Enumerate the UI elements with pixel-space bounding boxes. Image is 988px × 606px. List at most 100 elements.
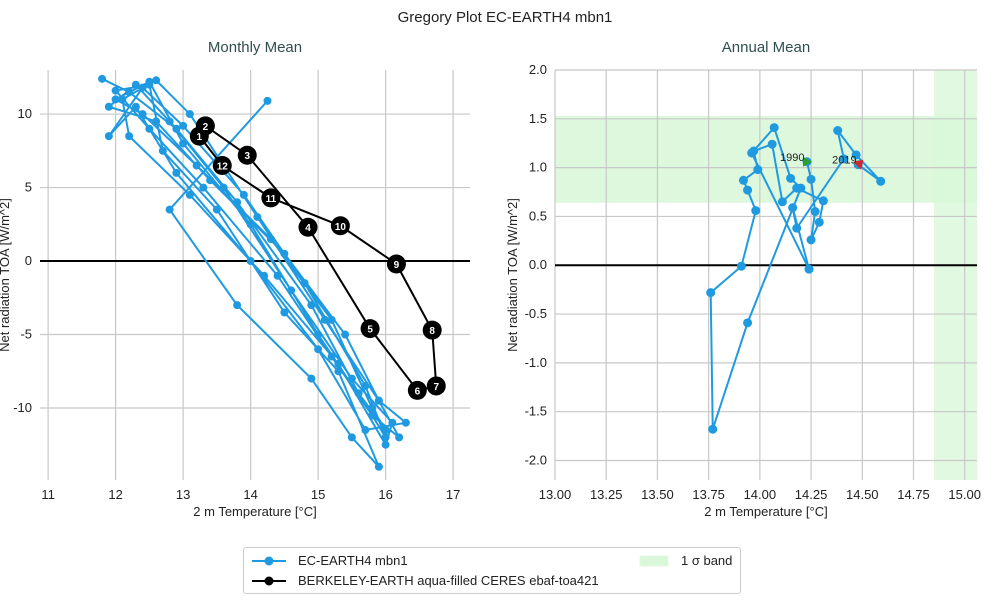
model-point: [753, 165, 763, 175]
x-tick-label: 13: [176, 487, 190, 502]
model-point: [239, 190, 248, 199]
x-tick-label: 14.25: [795, 487, 828, 502]
model-point: [395, 433, 404, 442]
model-point: [401, 418, 410, 427]
model-point: [165, 117, 174, 126]
model-point: [334, 359, 343, 368]
y-tick-label: 0: [25, 253, 32, 268]
model-point: [287, 286, 296, 295]
obs-month-point: [422, 320, 442, 340]
x-tick-label: 13.50: [641, 487, 674, 502]
model-point: [145, 80, 154, 89]
x-tick-label: 12: [108, 487, 122, 502]
model-point: [320, 315, 329, 324]
model-point: [361, 426, 370, 435]
model-point: [314, 345, 323, 354]
obs-month-point: [298, 217, 318, 237]
model-point: [260, 271, 269, 280]
model-point: [751, 206, 761, 216]
model-point: [747, 148, 757, 158]
model-point: [374, 462, 383, 471]
x-tick-label: 17: [446, 487, 460, 502]
legend-model-marker-icon: [252, 556, 286, 565]
x-tick-label: 15: [311, 487, 325, 502]
obs-month-point: [407, 380, 427, 400]
model-point: [388, 418, 397, 427]
legend-item-obs: BERKELEY-EARTH aqua-filled CERES ebaf-to…: [252, 573, 599, 588]
model-point: [104, 102, 113, 111]
model-point: [165, 205, 174, 214]
model-point: [138, 110, 147, 119]
model-point: [145, 124, 154, 133]
model-point: [788, 203, 798, 213]
model-point: [327, 315, 336, 324]
y-axis-label: Net radiation TOA [W/m^2]: [0, 198, 12, 352]
model-point: [381, 426, 390, 435]
model-point: [179, 139, 188, 148]
y-tick-label: 2.0: [529, 62, 547, 77]
obs-month-point: [330, 216, 350, 236]
model-point: [876, 176, 886, 186]
model-point: [743, 185, 753, 195]
start-year-label: 1990: [780, 152, 804, 164]
y-tick-label: 0.5: [529, 208, 547, 223]
model-point: [192, 161, 201, 170]
obs-month-label: 10: [335, 222, 347, 233]
x-tick-label: 14.50: [846, 487, 879, 502]
model-point: [273, 271, 282, 280]
model-point: [361, 381, 370, 390]
model-point: [839, 154, 849, 164]
model-point: [806, 235, 816, 245]
model-point: [786, 173, 796, 183]
model-point: [111, 95, 120, 104]
obs-month-point: [212, 156, 232, 176]
obs-month-label: 2: [203, 122, 209, 133]
legend-band-label: 1 σ band: [681, 553, 733, 568]
y-tick-label: -5: [20, 327, 32, 342]
model-point: [368, 403, 377, 412]
model-point: [246, 257, 255, 266]
model-point: [263, 96, 272, 105]
x-tick-label: 15.00: [948, 487, 981, 502]
model-point: [199, 183, 208, 192]
obs-month-label: 12: [217, 162, 229, 173]
y-tick-label: -1.0: [525, 355, 547, 370]
obs-month-point: [426, 376, 446, 396]
model-point: [381, 433, 390, 442]
model-point: [804, 264, 814, 274]
annual-mean-axes: 13.00 13.25 13.50 13.75 14.00 14.25 14.50 14.75…: [505, 39, 981, 519]
model-point: [810, 207, 820, 217]
legend-model-label: EC-EARTH4 mbn1: [298, 553, 408, 568]
y-tick-label: 5: [25, 180, 32, 195]
model-point: [206, 176, 215, 185]
model-point: [814, 217, 824, 227]
model-point: [125, 132, 134, 141]
y-tick-label: 0.0: [529, 257, 547, 272]
model-point: [792, 223, 802, 233]
model-point: [833, 126, 843, 136]
model-point: [738, 175, 748, 185]
y-tick-label: -1.5: [525, 404, 547, 419]
model-point: [185, 190, 194, 199]
model-point: [266, 234, 275, 243]
obs-month-label: 4: [305, 223, 311, 234]
model-point: [118, 95, 127, 104]
model-point: [777, 197, 787, 207]
legend-band-swatch-icon: [639, 555, 669, 566]
legend: EC-EARTH4 mbn1 BERKELEY-EARTH aqua-fille…: [243, 547, 741, 594]
end-marker: [853, 159, 864, 170]
model-point: [851, 150, 861, 160]
model-point: [354, 389, 363, 398]
model-point: [280, 308, 289, 317]
x-tick-label: 14.75: [897, 487, 930, 502]
end-year-label: 2019: [832, 155, 856, 167]
start-marker: [802, 156, 812, 167]
obs-month-label: 6: [415, 386, 421, 397]
y-tick-label: 10: [18, 106, 32, 121]
model-point: [806, 174, 816, 184]
model-point: [300, 279, 309, 288]
obs-month-point: [386, 254, 406, 274]
x-tick-label: 14.00: [744, 487, 777, 502]
